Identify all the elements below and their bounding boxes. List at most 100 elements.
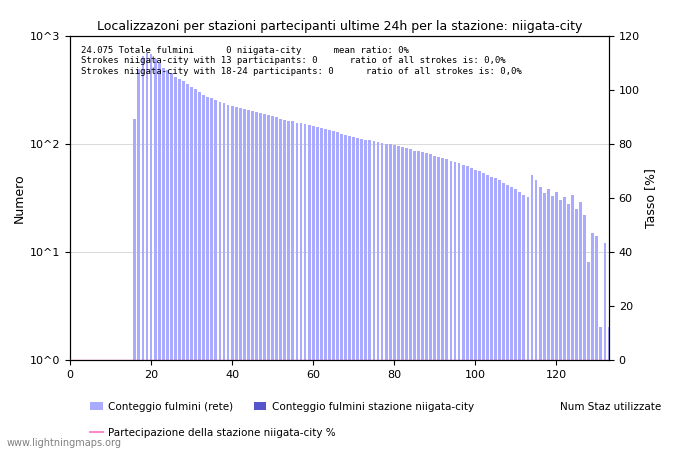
Bar [510,187,513,450]
Bar [234,107,237,450]
Bar [409,149,412,450]
Bar [587,262,590,450]
Bar [182,81,185,450]
Bar [324,129,327,450]
Bar [85,360,88,450]
Bar [206,97,209,450]
Bar [592,233,594,450]
Bar [352,137,355,450]
Bar [231,106,234,450]
Bar [77,360,80,450]
Bar [445,159,448,450]
Bar [389,144,391,450]
Bar [522,194,525,450]
Bar [320,128,323,450]
Bar [332,131,335,450]
Bar [259,113,262,450]
Bar [190,86,193,450]
Bar [498,180,501,450]
Bar [121,360,124,450]
Bar [154,59,157,450]
Bar [377,142,379,450]
Bar [551,196,554,450]
Bar [425,153,428,450]
Bar [442,158,444,450]
Bar [555,192,558,450]
Bar [113,360,116,450]
Bar [462,165,465,450]
Bar [368,140,371,450]
Bar [490,176,493,450]
Bar [340,134,343,450]
Bar [93,360,96,450]
Bar [271,117,274,450]
Bar [125,360,128,450]
Bar [344,135,347,450]
Bar [316,127,318,450]
Bar [73,360,76,450]
Bar [563,198,566,450]
Bar [170,73,173,450]
Bar [267,115,270,450]
Bar [186,84,189,450]
Bar [381,143,384,450]
Bar [438,157,440,450]
Bar [365,140,368,450]
Bar [603,243,606,450]
Bar [300,123,302,450]
Bar [275,117,278,450]
Bar [514,189,517,450]
Bar [243,109,246,450]
Bar [539,187,542,450]
Title: Localizzazoni per stazioni partecipanti ultime 24h per la stazione: niigata-city: Localizzazoni per stazioni partecipanti … [97,20,582,33]
Bar [454,162,456,450]
Bar [542,193,545,450]
Text: 24.075 Totale fulmini      0 niigata-city      mean ratio: 0%
Strokes niigata-ci: 24.075 Totale fulmini 0 niigata-city mea… [80,46,522,76]
Bar [547,189,550,450]
Bar [474,170,477,450]
Bar [141,56,144,450]
Bar [279,118,282,450]
Bar [328,130,331,450]
Bar [579,202,582,450]
Bar [162,68,164,450]
Bar [470,168,473,450]
Bar [506,184,509,450]
Bar [158,63,160,450]
Bar [429,154,432,450]
Bar [194,90,197,450]
Bar [372,141,375,450]
Bar [288,121,290,450]
Bar [417,151,420,450]
Bar [284,120,286,450]
Bar [251,112,254,450]
Bar [531,175,533,450]
Bar [312,126,314,450]
Y-axis label: Numero: Numero [13,173,26,223]
Bar [486,175,489,450]
Bar [255,112,258,450]
Bar [596,236,598,450]
Bar [519,192,522,450]
Bar [174,76,177,450]
Bar [360,139,363,450]
Bar [239,108,241,450]
Bar [211,98,214,450]
Bar [583,215,586,450]
Bar [433,156,436,450]
Bar [202,95,205,450]
Text: Num Staz utilizzate: Num Staz utilizzate [560,402,661,412]
Bar [559,200,562,450]
Bar [612,360,615,450]
Bar [223,104,225,450]
Bar [89,360,92,450]
Bar [385,144,388,450]
Bar [101,360,104,450]
Bar [526,198,529,450]
Bar [150,54,153,450]
Bar [405,148,408,450]
Bar [105,360,108,450]
Bar [304,124,307,450]
Text: www.lightningmaps.org: www.lightningmaps.org [7,438,122,448]
Bar [130,360,132,450]
